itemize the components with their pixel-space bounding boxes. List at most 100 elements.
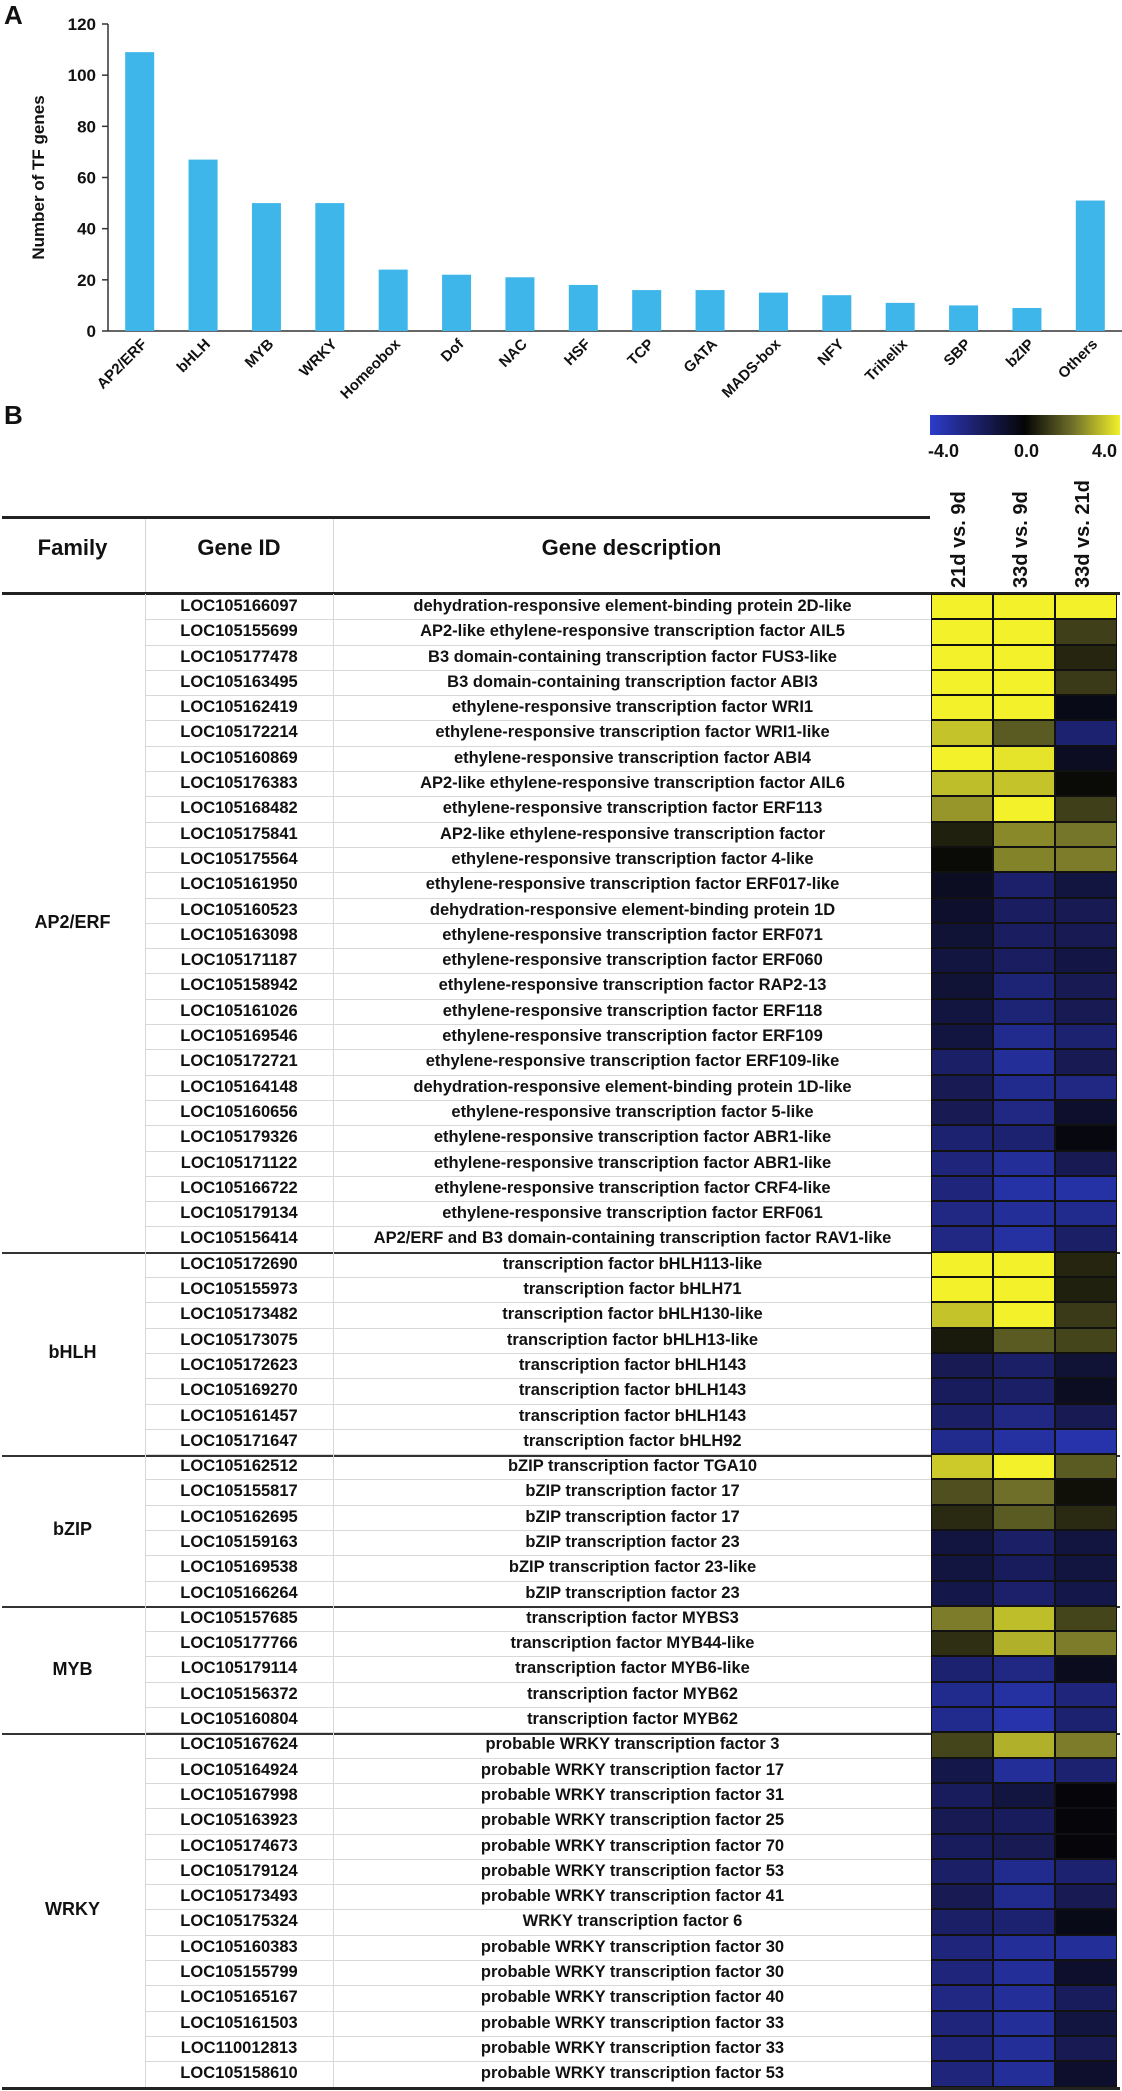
- gene-description-cell: B3 domain-containing transcription facto…: [333, 644, 931, 671]
- heatmap-cell: [993, 1656, 1055, 1682]
- heatmap-cell: [931, 771, 993, 797]
- row-separator: [145, 1125, 146, 1151]
- heatmap-cell: [931, 1302, 993, 1328]
- gene-description-cell: ethylene-responsive transcription factor…: [333, 1201, 931, 1228]
- gene-description-cell: probable WRKY transcription factor 30: [333, 1934, 931, 1962]
- table-row: LOC105167624 probable WRKY transcription …: [0, 1732, 1122, 1759]
- table-row: LOC105169270 transcription factor bHLH143: [0, 1378, 1122, 1405]
- row-separator: [145, 796, 146, 822]
- heatmap-cell: [993, 2010, 1055, 2036]
- heatmap-cell: [931, 846, 993, 873]
- heatmap-cell: [931, 1732, 993, 1758]
- gene-description-cell: ethylene-responsive transcription factor…: [333, 796, 931, 823]
- heatmap-cell: [993, 1428, 1055, 1455]
- table-row: LOC105173493 probable WRKY transcription …: [0, 1884, 1122, 1911]
- heatmap-cell: [993, 1277, 1055, 1303]
- row-separator: [145, 1681, 146, 1708]
- x-tick-label: HSF: [561, 336, 594, 369]
- row-separator: [145, 1757, 146, 1783]
- heatmap-cell: [1055, 644, 1117, 670]
- gene-id-cell: LOC105156414: [145, 1226, 333, 1253]
- panel-label-b: B: [4, 400, 23, 430]
- gene-description-cell: ethylene-responsive transcription factor…: [333, 998, 931, 1026]
- table-row: LOC105162695 bZIP transcription factor 17: [0, 1504, 1122, 1531]
- bar: [125, 52, 155, 332]
- heatmap-cell: [931, 1352, 993, 1379]
- x-tick-label: WRKY: [296, 336, 340, 380]
- heatmap-cell: [931, 695, 993, 721]
- row-separator: [145, 2061, 146, 2087]
- gene-description-cell: ethylene-responsive transcription factor…: [333, 1125, 931, 1152]
- gene-description-cell: transcription factor bHLH130-like: [333, 1302, 931, 1329]
- panel-label-a: A: [4, 0, 23, 30]
- heatmap-cell: [993, 948, 1055, 974]
- table-row: LOC105177478 B3 domain-containing transcr…: [0, 644, 1122, 671]
- row-separator: [145, 2010, 146, 2036]
- heatmap-cell: [993, 1808, 1055, 1834]
- row-separator: [145, 1024, 146, 1050]
- gene-id-cell: LOC105173075: [145, 1328, 333, 1354]
- heatmap-cell: [993, 2061, 1055, 2087]
- table-row: LOC105166722 ethylene-responsive transcri…: [0, 1175, 1122, 1203]
- gene-id-cell: LOC105166097: [145, 594, 333, 621]
- heatmap-cell: [1055, 1707, 1117, 1733]
- heatmap-cell: [931, 872, 993, 898]
- x-tick-label: Others: [1055, 336, 1101, 382]
- row-separator: [145, 1529, 146, 1556]
- heatmap-cell: [993, 1049, 1055, 1075]
- heatmap-cell: [993, 1858, 1055, 1885]
- heatmap-cell: [1055, 2035, 1117, 2062]
- gene-description-cell: probable WRKY transcription factor 25: [333, 1808, 931, 1835]
- table-bottom-rule: [2, 2087, 1120, 2091]
- gene-id-cell: LOC105160656: [145, 1100, 333, 1127]
- heatmap-cell: [993, 1681, 1055, 1708]
- row-separator: [145, 1428, 146, 1455]
- heatmap-cell: [931, 973, 993, 999]
- heatmap-cell: [1055, 669, 1117, 696]
- group-divider: [2, 1252, 1120, 1255]
- row-separator: [145, 669, 146, 696]
- heatmap-cell: [1055, 1833, 1117, 1859]
- heatmap-cell: [993, 720, 1055, 746]
- gene-id-cell: LOC105162695: [145, 1505, 333, 1531]
- table-row: LOC105163098 ethylene-responsive transcri…: [0, 922, 1122, 950]
- heatmap-cell: [993, 973, 1055, 999]
- heatmap-cell: [931, 1125, 993, 1151]
- heatmap-cell: [1055, 1251, 1117, 1278]
- x-tick-label: SBP: [941, 336, 975, 370]
- gene-id-cell: LOC105164924: [145, 1758, 333, 1784]
- gene-id-cell: LOC110012813: [145, 2036, 333, 2063]
- heatmap-column-header: 21d vs. 9d: [948, 491, 970, 588]
- heatmap-cell: [993, 1226, 1055, 1252]
- heatmap-cell: [1055, 872, 1117, 898]
- heatmap-cell: [1055, 1099, 1117, 1126]
- heatmap-cell: [993, 1201, 1055, 1227]
- gene-description-cell: probable WRKY transcription factor 30: [333, 1960, 931, 1987]
- heatmap-cell: [931, 1251, 993, 1278]
- gene-id-cell: LOC105156372: [145, 1682, 333, 1709]
- heatmap-cell: [1055, 1934, 1117, 1961]
- row-separator: [145, 1656, 146, 1682]
- heatmap-cell: [1055, 846, 1117, 873]
- x-tick-label: Homeobox: [337, 335, 404, 400]
- row-separator: [145, 1732, 146, 1758]
- heatmap-cell: [993, 1327, 1055, 1353]
- heatmap-cell: [993, 922, 1055, 949]
- heatmap-cell: [931, 1934, 993, 1961]
- gene-id-cell: LOC105161950: [145, 872, 333, 899]
- gene-description-cell: WRKY transcription factor 6: [333, 1909, 931, 1936]
- heatmap-cell: [993, 1631, 1055, 1657]
- row-separator: [145, 1454, 146, 1480]
- family-label: AP2/ERF: [34, 912, 111, 933]
- heatmap-cell: [993, 1125, 1055, 1151]
- bar: [315, 203, 345, 331]
- heatmap-cell: [1055, 1985, 1117, 2011]
- gene-description-cell: ethylene-responsive transcription factor…: [333, 1024, 931, 1051]
- gene-description-cell: ethylene-responsive transcription factor…: [333, 872, 931, 899]
- heatmap-cell: [1055, 720, 1117, 746]
- table-row: LOC110012813 probable WRKY transcription …: [0, 2035, 1122, 2063]
- gene-description-cell: dehydration-responsive element-binding p…: [333, 897, 931, 924]
- heatmap-cell: [993, 998, 1055, 1025]
- heatmap-cell: [931, 1782, 993, 1809]
- heatmap-cell: [993, 1985, 1055, 2011]
